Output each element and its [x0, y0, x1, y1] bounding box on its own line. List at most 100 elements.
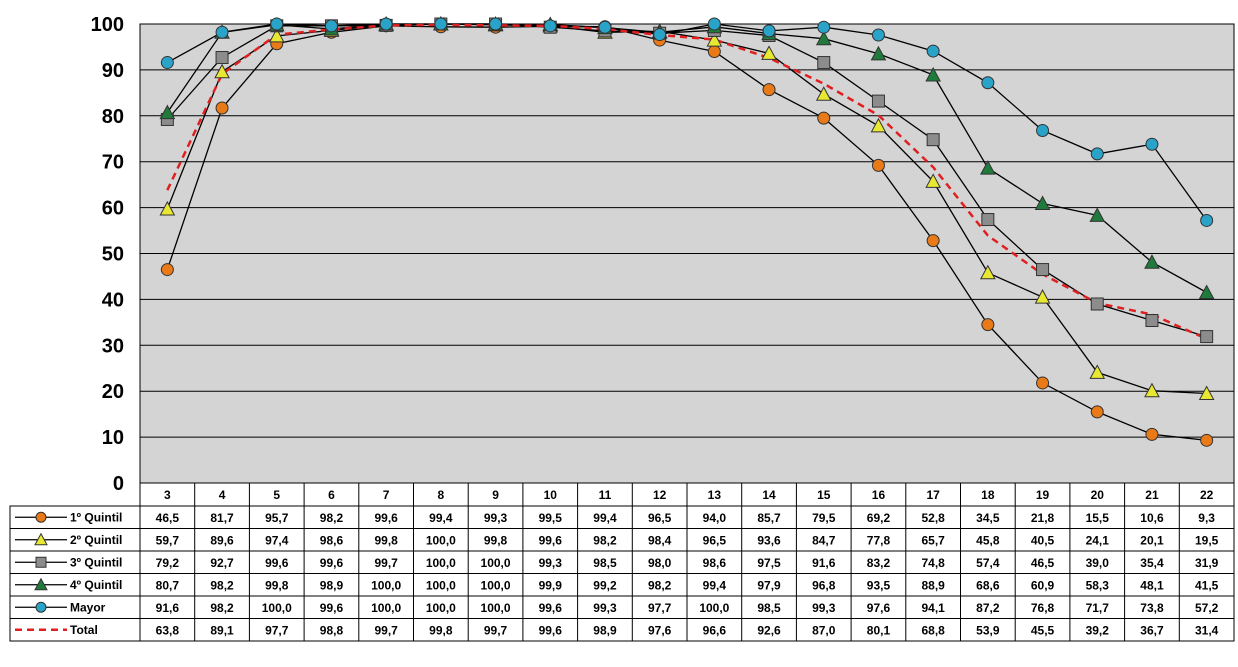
- value-s6-21: 36,7: [1140, 623, 1164, 637]
- value-s4-11: 99,2: [593, 578, 617, 592]
- value-s1-14: 85,7: [757, 511, 781, 525]
- marker-s5-6: [324, 19, 338, 33]
- category-label-19: 19: [1036, 488, 1050, 502]
- value-s6-5: 97,7: [265, 623, 289, 637]
- value-s2-20: 24,1: [1086, 533, 1110, 547]
- category-label-4: 4: [219, 488, 226, 502]
- value-s2-15: 84,7: [812, 533, 836, 547]
- category-label-14: 14: [762, 488, 776, 502]
- value-s5-12: 97,7: [648, 601, 672, 615]
- value-s5-18: 87,2: [976, 601, 1000, 615]
- value-s1-13: 94,0: [703, 511, 727, 525]
- value-s4-20: 58,3: [1086, 578, 1110, 592]
- marker-s3-4: [215, 51, 229, 65]
- marker-s2-21: [1144, 382, 1160, 398]
- value-s1-12: 96,5: [648, 511, 672, 525]
- value-s2-13: 96,5: [703, 533, 727, 547]
- marker-s2-22: [1198, 385, 1215, 400]
- value-s6-3: 63,8: [156, 623, 180, 637]
- value-s3-10: 99,3: [539, 556, 563, 570]
- value-s1-9: 99,3: [484, 511, 508, 525]
- marker-s5-13: [707, 17, 721, 31]
- value-s4-12: 98,2: [648, 578, 672, 592]
- value-s1-17: 52,8: [921, 511, 945, 525]
- legend-label-4: 4º Quintil: [70, 578, 122, 592]
- value-s3-14: 97,5: [757, 556, 781, 570]
- value-s5-15: 99,3: [812, 601, 836, 615]
- legend-key-marker-4: [34, 577, 48, 591]
- value-s4-17: 88,9: [921, 578, 945, 592]
- legend-label-2: 2º Quintil: [70, 533, 122, 547]
- value-s2-12: 98,4: [648, 533, 672, 547]
- value-s5-19: 76,8: [1031, 601, 1055, 615]
- marker-s4-20: [1089, 207, 1106, 222]
- marker-s2-18: [980, 264, 996, 280]
- value-s2-19: 40,5: [1031, 533, 1055, 547]
- category-label-22: 22: [1200, 488, 1214, 502]
- marker-s5-8: [434, 17, 448, 31]
- value-s2-17: 65,7: [921, 533, 945, 547]
- marker-s3-20: [1090, 297, 1104, 311]
- value-s1-3: 46,5: [156, 511, 180, 525]
- value-s1-10: 99,5: [539, 511, 563, 525]
- value-s5-11: 99,3: [593, 601, 617, 615]
- y-axis-tick-labels: 0 10 20 30 40 50 60 70 80 90 100: [91, 14, 124, 495]
- value-s2-3: 59,7: [156, 533, 180, 547]
- value-s1-20: 15,5: [1086, 511, 1110, 525]
- marker-s2-20: [1089, 364, 1106, 379]
- value-s1-11: 99,4: [593, 511, 617, 525]
- y-tick-label-90: 90: [102, 60, 124, 82]
- marker-s5-21: [1145, 137, 1159, 151]
- y-tick-label-10: 10: [102, 427, 124, 449]
- value-s6-6: 98,8: [320, 623, 344, 637]
- marker-s5-10: [543, 19, 557, 33]
- value-s4-21: 48,1: [1140, 578, 1164, 592]
- value-s6-4: 89,1: [210, 623, 234, 637]
- marker-s5-4: [215, 25, 229, 39]
- value-s1-18: 34,5: [976, 511, 1000, 525]
- marker-s2-5: [268, 27, 285, 43]
- marker-s5-15: [817, 20, 831, 34]
- value-s4-18: 68,6: [976, 578, 1000, 592]
- value-s6-14: 92,6: [757, 623, 781, 637]
- value-s4-10: 99,9: [539, 578, 563, 592]
- legend-key-marker-1: [35, 511, 47, 523]
- value-s6-12: 97,6: [648, 623, 672, 637]
- value-s6-9: 99,7: [484, 623, 508, 637]
- marker-s2-17: [925, 173, 941, 188]
- value-s3-8: 100,0: [426, 556, 456, 570]
- marker-s1-3: [160, 263, 174, 277]
- marker-s5-18: [981, 76, 995, 90]
- value-s2-10: 99,6: [539, 533, 563, 547]
- marker-s4-19: [1034, 195, 1051, 210]
- marker-s2-16: [870, 117, 887, 133]
- value-s3-13: 98,6: [703, 556, 727, 570]
- value-s3-12: 98,0: [648, 556, 672, 570]
- value-s6-11: 98,9: [593, 623, 617, 637]
- value-s4-4: 98,2: [210, 578, 234, 592]
- value-s5-16: 97,6: [867, 601, 891, 615]
- category-label-21: 21: [1145, 488, 1159, 502]
- marker-s2-3: [159, 200, 176, 216]
- value-s5-8: 100,0: [426, 601, 456, 615]
- gridlines: [140, 23, 1234, 438]
- value-s2-9: 99,8: [484, 533, 508, 547]
- marker-s1-4: [215, 101, 229, 115]
- value-s5-3: 91,6: [156, 601, 180, 615]
- value-s6-17: 68,8: [921, 623, 945, 637]
- marker-s5-17: [926, 44, 940, 58]
- value-s4-6: 98,9: [320, 578, 344, 592]
- marker-s5-20: [1090, 147, 1104, 161]
- value-s2-6: 98,6: [320, 533, 344, 547]
- legend-key-marker-5: [35, 601, 47, 613]
- marker-s5-7: [379, 17, 393, 31]
- value-s3-6: 99,6: [320, 556, 344, 570]
- series-line-5: [166, 23, 1208, 221]
- value-s3-5: 99,6: [265, 556, 289, 570]
- legend-key-marker-2: [34, 532, 48, 546]
- marker-s2-13: [706, 32, 723, 47]
- marker-s1-21: [1145, 427, 1159, 441]
- y-tick-label-80: 80: [102, 106, 124, 128]
- category-label-3: 3: [164, 488, 171, 502]
- category-label-15: 15: [817, 488, 831, 502]
